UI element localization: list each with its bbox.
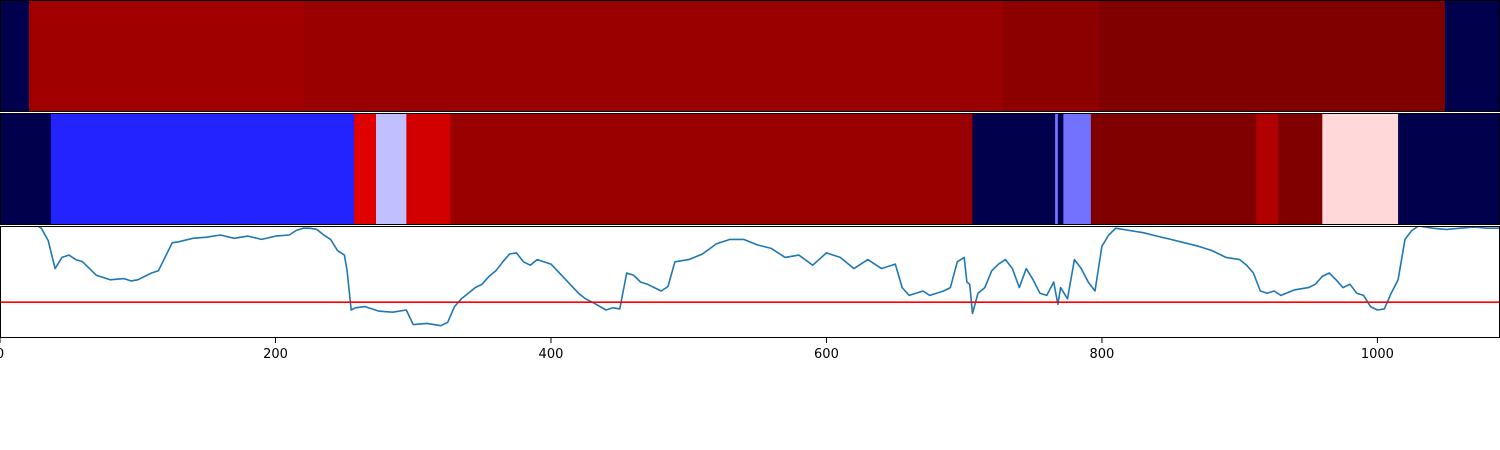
middle-segment-5 xyxy=(450,113,973,225)
x-tick-label: 200 xyxy=(263,347,288,362)
middle-segment-3 xyxy=(376,113,407,225)
middle-segment-6 xyxy=(972,113,1056,225)
middle-segment-11 xyxy=(1256,113,1279,225)
series-line xyxy=(36,226,1500,327)
top-heatmap-panel xyxy=(0,0,1500,112)
top-segment-2 xyxy=(304,0,1004,112)
x-tick-label: 1000 xyxy=(1361,347,1394,362)
x-axis: 0 200 400 600 800 1000 xyxy=(0,338,1394,362)
x-tick-label: 0 xyxy=(0,347,4,362)
middle-heatmap-panel xyxy=(0,113,1500,225)
top-segment-1 xyxy=(28,0,305,112)
middle-segment-2 xyxy=(353,113,377,225)
line-panel-background xyxy=(0,226,1500,338)
middle-segment-8 xyxy=(1057,113,1064,225)
top-segment-4 xyxy=(1099,0,1446,112)
bottom-line-panel xyxy=(0,226,1500,338)
middle-segment-0 xyxy=(0,113,52,225)
x-tick-label: 400 xyxy=(539,347,564,362)
top-segment-0 xyxy=(0,0,30,112)
middle-segment-1 xyxy=(50,113,355,225)
middle-segment-4 xyxy=(406,113,451,225)
middle-segment-7 xyxy=(1055,113,1059,225)
top-segment-3 xyxy=(1002,0,1100,112)
top-segment-5 xyxy=(1444,0,1500,112)
middle-segment-12 xyxy=(1278,113,1323,225)
middle-segment-13 xyxy=(1322,113,1399,225)
middle-segment-9 xyxy=(1063,113,1092,225)
x-tick-label: 600 xyxy=(814,347,839,362)
middle-segment-10 xyxy=(1090,113,1257,225)
x-tick-label: 800 xyxy=(1090,347,1115,362)
middle-segment-14 xyxy=(1398,113,1500,225)
